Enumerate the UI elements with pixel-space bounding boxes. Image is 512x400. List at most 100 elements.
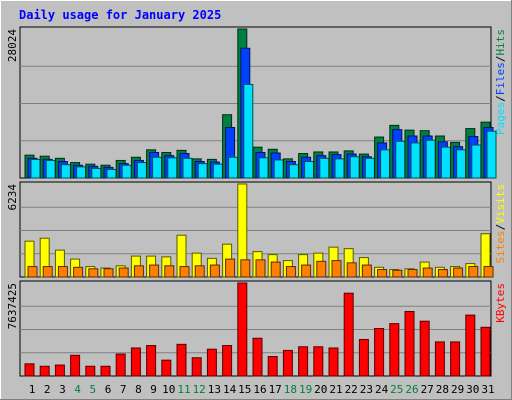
bar-pages-day-11 — [182, 157, 193, 179]
legend-part: Hits — [494, 29, 507, 56]
x-tick-day-16: 16 — [253, 383, 266, 396]
bar-sites-day-5 — [88, 268, 99, 278]
x-tick-day-26: 26 — [405, 383, 418, 396]
bar-kbytes-day-8 — [130, 347, 141, 377]
bar-kbytes-day-11 — [176, 343, 187, 377]
bar-pages-day-24 — [380, 149, 391, 179]
bar-sites-day-2 — [42, 266, 53, 278]
bar-pages-day-16 — [258, 157, 269, 179]
bar-kbytes-day-15 — [237, 282, 248, 377]
legend-part: / — [494, 95, 507, 102]
bar-kbytes-day-6 — [100, 365, 111, 377]
bar-pages-day-20 — [319, 157, 330, 179]
bar-pages-day-19 — [304, 161, 315, 179]
bar-sites-day-16 — [255, 259, 266, 278]
x-tick-day-18: 18 — [284, 383, 297, 396]
x-tick-day-31: 31 — [481, 383, 494, 396]
bar-sites-day-12 — [194, 265, 205, 278]
bar-kbytes-day-10 — [161, 359, 172, 377]
bar-sites-day-26 — [407, 269, 418, 278]
x-tick-day-20: 20 — [314, 383, 327, 396]
x-tick-day-21: 21 — [329, 383, 342, 396]
panel-3: 7637425 KBytes — [6, 280, 507, 377]
bar-sites-day-21 — [331, 260, 342, 278]
bar-sites-day-17 — [270, 261, 281, 278]
bar-sites-day-4 — [73, 266, 84, 278]
bar-pages-day-10 — [167, 157, 178, 179]
x-tick-day-1: 1 — [29, 383, 36, 396]
x-tick-day-9: 9 — [150, 383, 157, 396]
bar-pages-day-25 — [395, 140, 406, 179]
x-tick-day-12: 12 — [193, 383, 206, 396]
legend-part: KBytes — [494, 283, 507, 323]
x-tick-day-27: 27 — [421, 383, 434, 396]
x-tick-day-19: 19 — [299, 383, 312, 396]
legend-part: / — [494, 224, 507, 231]
bar-pages-day-15 — [243, 83, 254, 179]
bar-pages-day-3 — [60, 164, 71, 179]
x-tick-day-15: 15 — [238, 383, 251, 396]
bar-pages-day-5 — [91, 167, 102, 179]
bar-sites-day-8 — [133, 265, 144, 278]
x-tick-day-8: 8 — [135, 383, 142, 396]
bar-kbytes-day-30 — [465, 314, 476, 377]
bar-kbytes-day-14 — [222, 345, 233, 377]
y-max-label: 7637425 — [6, 283, 19, 329]
bar-sites-day-1 — [27, 266, 38, 278]
y-max-label: 6234 — [6, 184, 19, 211]
bar-pages-day-27 — [425, 139, 436, 179]
bar-sites-day-10 — [164, 265, 175, 278]
x-tick-day-4: 4 — [74, 383, 81, 396]
x-tick-day-13: 13 — [208, 383, 221, 396]
bar-pages-day-12 — [197, 163, 208, 179]
bar-pages-day-29 — [456, 149, 467, 179]
bar-kbytes-day-1 — [24, 363, 35, 377]
bar-sites-day-6 — [103, 268, 114, 278]
x-tick-day-14: 14 — [223, 383, 237, 396]
bar-pages-day-7 — [121, 164, 132, 179]
bar-kbytes-day-24 — [374, 328, 385, 377]
bar-pages-day-21 — [334, 158, 345, 179]
bar-kbytes-day-28 — [434, 341, 445, 377]
bar-kbytes-day-9 — [146, 345, 157, 377]
legend-part: / — [494, 56, 507, 63]
x-tick-day-22: 22 — [345, 383, 358, 396]
legend-part: Pages — [494, 102, 507, 135]
chart-title: Daily usage for January 2025 — [19, 8, 221, 22]
bar-kbytes-day-18 — [282, 349, 293, 377]
bar-kbytes-day-17 — [267, 356, 278, 377]
bar-pages-day-4 — [76, 166, 87, 179]
legend-part: Files — [494, 62, 507, 95]
bar-sites-day-30 — [468, 266, 479, 278]
bar-kbytes-day-13 — [206, 348, 217, 377]
x-tick-day-17: 17 — [269, 383, 282, 396]
bar-sites-day-23 — [361, 264, 372, 278]
bar-kbytes-day-5 — [85, 365, 96, 377]
bar-pages-day-30 — [471, 144, 482, 179]
bar-sites-day-14 — [225, 258, 236, 278]
y-max-label: 28024 — [6, 29, 19, 62]
bar-sites-day-31 — [483, 266, 494, 278]
bar-pages-day-2 — [45, 159, 56, 179]
bar-kbytes-day-16 — [252, 337, 263, 377]
bar-sites-day-29 — [453, 267, 464, 278]
bar-sites-day-13 — [209, 264, 220, 278]
x-tick-day-6: 6 — [105, 383, 112, 396]
bar-kbytes-day-19 — [298, 346, 309, 377]
bar-pages-day-22 — [349, 156, 360, 179]
bar-sites-day-27 — [422, 267, 433, 278]
bar-sites-day-7 — [118, 267, 129, 278]
panel-2: 6234 Sites/Visits — [6, 181, 507, 278]
x-tick-day-5: 5 — [89, 383, 96, 396]
bar-pages-day-6 — [106, 168, 117, 179]
bar-sites-day-19 — [301, 264, 312, 278]
bar-sites-day-15 — [240, 259, 251, 278]
x-axis-day-labels: 1 2 3 4 5 6 7 8 9 10 11 12 13 14 15 16 17 18 19 20 21 22 23 24 2… — [29, 383, 495, 396]
legend-label: Pages/Files/Hits — [494, 29, 507, 135]
bar-sites-day-28 — [437, 269, 448, 278]
bar-pages-day-31 — [486, 130, 497, 179]
bar-sites-day-24 — [377, 269, 388, 278]
x-tick-day-2: 2 — [44, 383, 51, 396]
